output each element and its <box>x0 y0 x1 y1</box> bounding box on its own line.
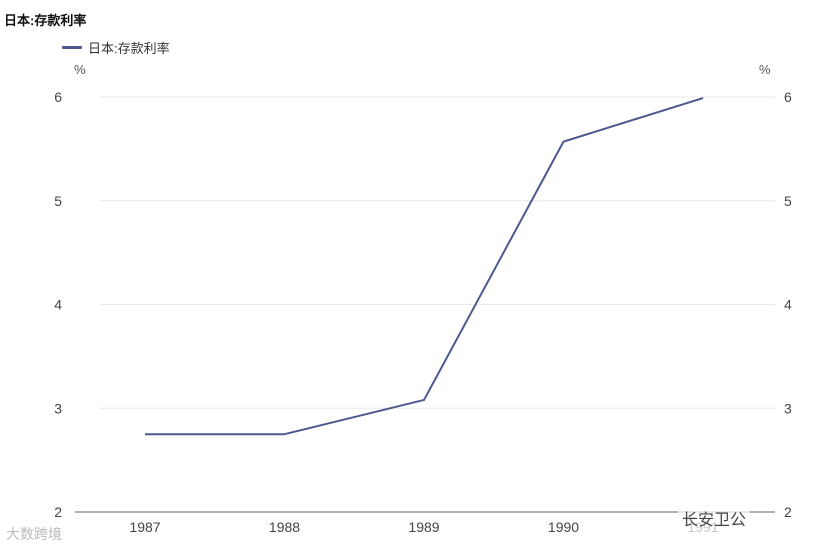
y-tick-label-left: 2 <box>54 504 62 520</box>
y-axis-unit-right: % <box>759 62 771 77</box>
x-tick-label: 1990 <box>548 519 579 535</box>
y-tick-label-right: 6 <box>784 89 792 105</box>
x-tick-label: 1988 <box>269 519 300 535</box>
y-tick-label-right: 3 <box>784 400 792 416</box>
y-tick-label-right: 4 <box>784 297 792 313</box>
y-tick-label-right: 2 <box>784 504 792 520</box>
legend-swatch <box>62 46 82 49</box>
watermark-left: 大数跨境 <box>6 526 62 542</box>
y-tick-label-right: 5 <box>784 193 792 209</box>
series-line <box>145 97 704 436</box>
y-tick-label-left: 3 <box>54 400 62 416</box>
tick-labels: 223344556619871988198919901991 <box>54 89 792 535</box>
grid-lines <box>100 96 775 409</box>
y-tick-label-left: 4 <box>54 297 62 313</box>
y-axis-unit-left: % <box>74 62 86 77</box>
x-tick-label: 1989 <box>408 519 439 535</box>
series-lines <box>144 97 704 436</box>
chart-title: 日本:存款利率 <box>4 13 87 28</box>
x-tick-label: 1987 <box>129 519 160 535</box>
y-tick-label-left: 5 <box>54 193 62 209</box>
legend-label: 日本:存款利率 <box>88 41 170 56</box>
chart-legend[interactable]: 日本:存款利率 <box>62 38 170 57</box>
y-tick-label-left: 6 <box>54 89 62 105</box>
watermark-right: 长安卫公 <box>678 504 751 532</box>
